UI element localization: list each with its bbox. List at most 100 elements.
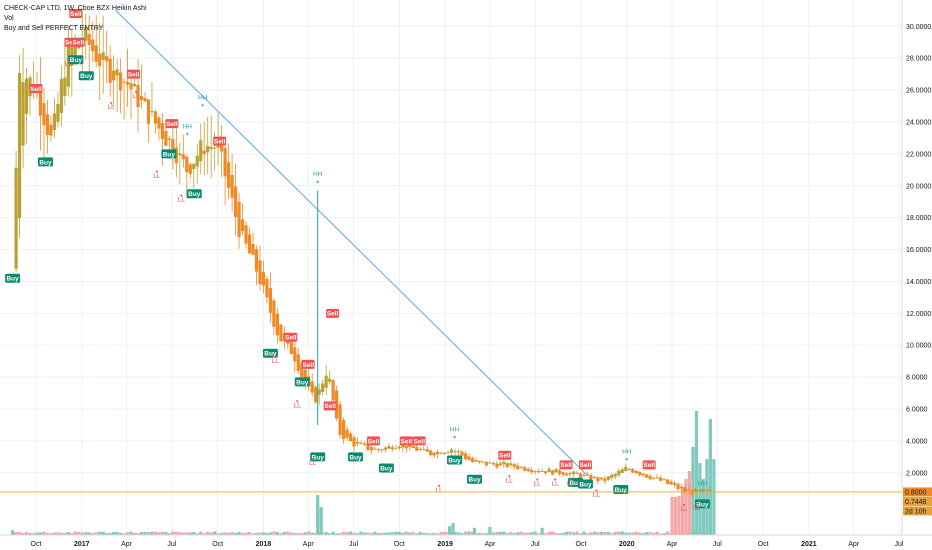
candle-body[interactable]: [314, 386, 318, 403]
candle-body[interactable]: [146, 99, 151, 124]
candle-body[interactable]: [484, 461, 489, 466]
buy-signal-badge[interactable]: [68, 55, 84, 65]
candle-body[interactable]: [422, 448, 426, 450]
sell-signal-badge[interactable]: [642, 460, 656, 470]
candle-body[interactable]: [59, 78, 63, 113]
candle-body[interactable]: [265, 278, 269, 298]
candle-body[interactable]: [303, 369, 307, 383]
candle-body[interactable]: [481, 461, 485, 463]
candle-body[interactable]: [373, 448, 377, 450]
candle-body[interactable]: [617, 470, 621, 476]
candle-body[interactable]: [432, 452, 436, 456]
buy-signal-badge[interactable]: [37, 157, 53, 167]
candle-body[interactable]: [568, 473, 572, 475]
buy-signal-badge[interactable]: [447, 455, 463, 465]
sell-signal-badge[interactable]: [559, 460, 573, 470]
candle-body[interactable]: [167, 138, 171, 140]
sell-signal-badge[interactable]: [213, 136, 227, 146]
candle-body[interactable]: [662, 479, 666, 481]
candle-body[interactable]: [202, 150, 206, 155]
candle-body[interactable]: [143, 98, 147, 102]
candle-body[interactable]: [606, 476, 610, 480]
candle-body[interactable]: [181, 154, 185, 160]
candle-body[interactable]: [679, 486, 684, 489]
candle-body[interactable]: [544, 471, 548, 474]
candle-body[interactable]: [561, 472, 565, 475]
buy-signal-badge[interactable]: [294, 377, 310, 387]
candle-body[interactable]: [498, 463, 502, 466]
sell-signal-badge[interactable]: [71, 37, 85, 47]
candle-body[interactable]: [495, 463, 499, 468]
candle-body[interactable]: [91, 39, 95, 52]
buy-signal-badge[interactable]: [78, 71, 94, 81]
candle-body[interactable]: [387, 445, 391, 449]
candle-body[interactable]: [456, 451, 461, 453]
candle-body[interactable]: [449, 449, 454, 453]
candle-body[interactable]: [125, 81, 130, 85]
candle-body[interactable]: [369, 446, 374, 451]
candle-body[interactable]: [418, 448, 422, 450]
candle-body[interactable]: [49, 124, 53, 136]
candle-body[interactable]: [296, 354, 300, 371]
candle-body[interactable]: [213, 147, 217, 149]
candle-body[interactable]: [585, 474, 590, 476]
sell-signal-badge[interactable]: [69, 9, 83, 19]
candle-body[interactable]: [467, 456, 471, 460]
candle-body[interactable]: [610, 474, 614, 479]
candle-body[interactable]: [42, 103, 46, 126]
candle-body[interactable]: [341, 419, 346, 440]
sell-signal-badge[interactable]: [326, 308, 340, 318]
candle-body[interactable]: [477, 460, 482, 463]
candle-body[interactable]: [613, 473, 617, 477]
candle-body[interactable]: [254, 249, 259, 272]
candle-body[interactable]: [645, 474, 649, 478]
candle-body[interactable]: [631, 469, 635, 473]
sell-signal-badge[interactable]: [127, 69, 141, 79]
candle-body[interactable]: [603, 478, 607, 482]
candle-body[interactable]: [676, 483, 680, 490]
candle-body[interactable]: [108, 58, 112, 83]
candle-body[interactable]: [474, 460, 478, 462]
buy-signal-badge[interactable]: [310, 452, 326, 462]
candle-body[interactable]: [707, 489, 711, 491]
candle-body[interactable]: [233, 186, 238, 218]
candle-body[interactable]: [505, 463, 509, 467]
candle-body[interactable]: [491, 463, 495, 465]
candle-body[interactable]: [105, 56, 109, 62]
candle-body[interactable]: [206, 145, 210, 153]
buy-signal-badge[interactable]: [348, 452, 364, 462]
candle-body[interactable]: [453, 451, 457, 453]
candle-body[interactable]: [446, 452, 450, 454]
candle-body[interactable]: [516, 465, 520, 469]
candle-body[interactable]: [404, 445, 408, 449]
candle-body[interactable]: [293, 347, 297, 362]
candle-body[interactable]: [98, 53, 102, 66]
sell-signal-badge[interactable]: [29, 84, 43, 94]
candle-body[interactable]: [415, 446, 419, 451]
candle-body[interactable]: [272, 300, 276, 327]
candle-body[interactable]: [300, 362, 304, 378]
candle-body[interactable]: [519, 466, 523, 468]
sell-signal-badge[interactable]: [399, 436, 413, 446]
candle-body[interactable]: [94, 45, 98, 62]
candle-body[interactable]: [101, 52, 105, 60]
candle-body[interactable]: [627, 468, 631, 470]
sell-signal-badge[interactable]: [323, 401, 337, 411]
candle-body[interactable]: [289, 340, 293, 355]
candle-body[interactable]: [502, 461, 506, 465]
candle-body[interactable]: [240, 219, 245, 232]
candle-body[interactable]: [564, 473, 569, 476]
candle-body[interactable]: [115, 69, 119, 76]
candle-body[interactable]: [279, 324, 283, 342]
candle-body[interactable]: [24, 78, 29, 114]
candle-body[interactable]: [331, 380, 335, 401]
candle-body[interactable]: [119, 72, 123, 91]
candle-body[interactable]: [188, 164, 192, 174]
candle-body[interactable]: [348, 433, 353, 442]
candle-body[interactable]: [150, 111, 154, 113]
buy-signal-badge[interactable]: [694, 499, 710, 509]
candle-body[interactable]: [383, 447, 387, 450]
candle-body[interactable]: [195, 155, 199, 167]
candle-body[interactable]: [443, 452, 447, 454]
